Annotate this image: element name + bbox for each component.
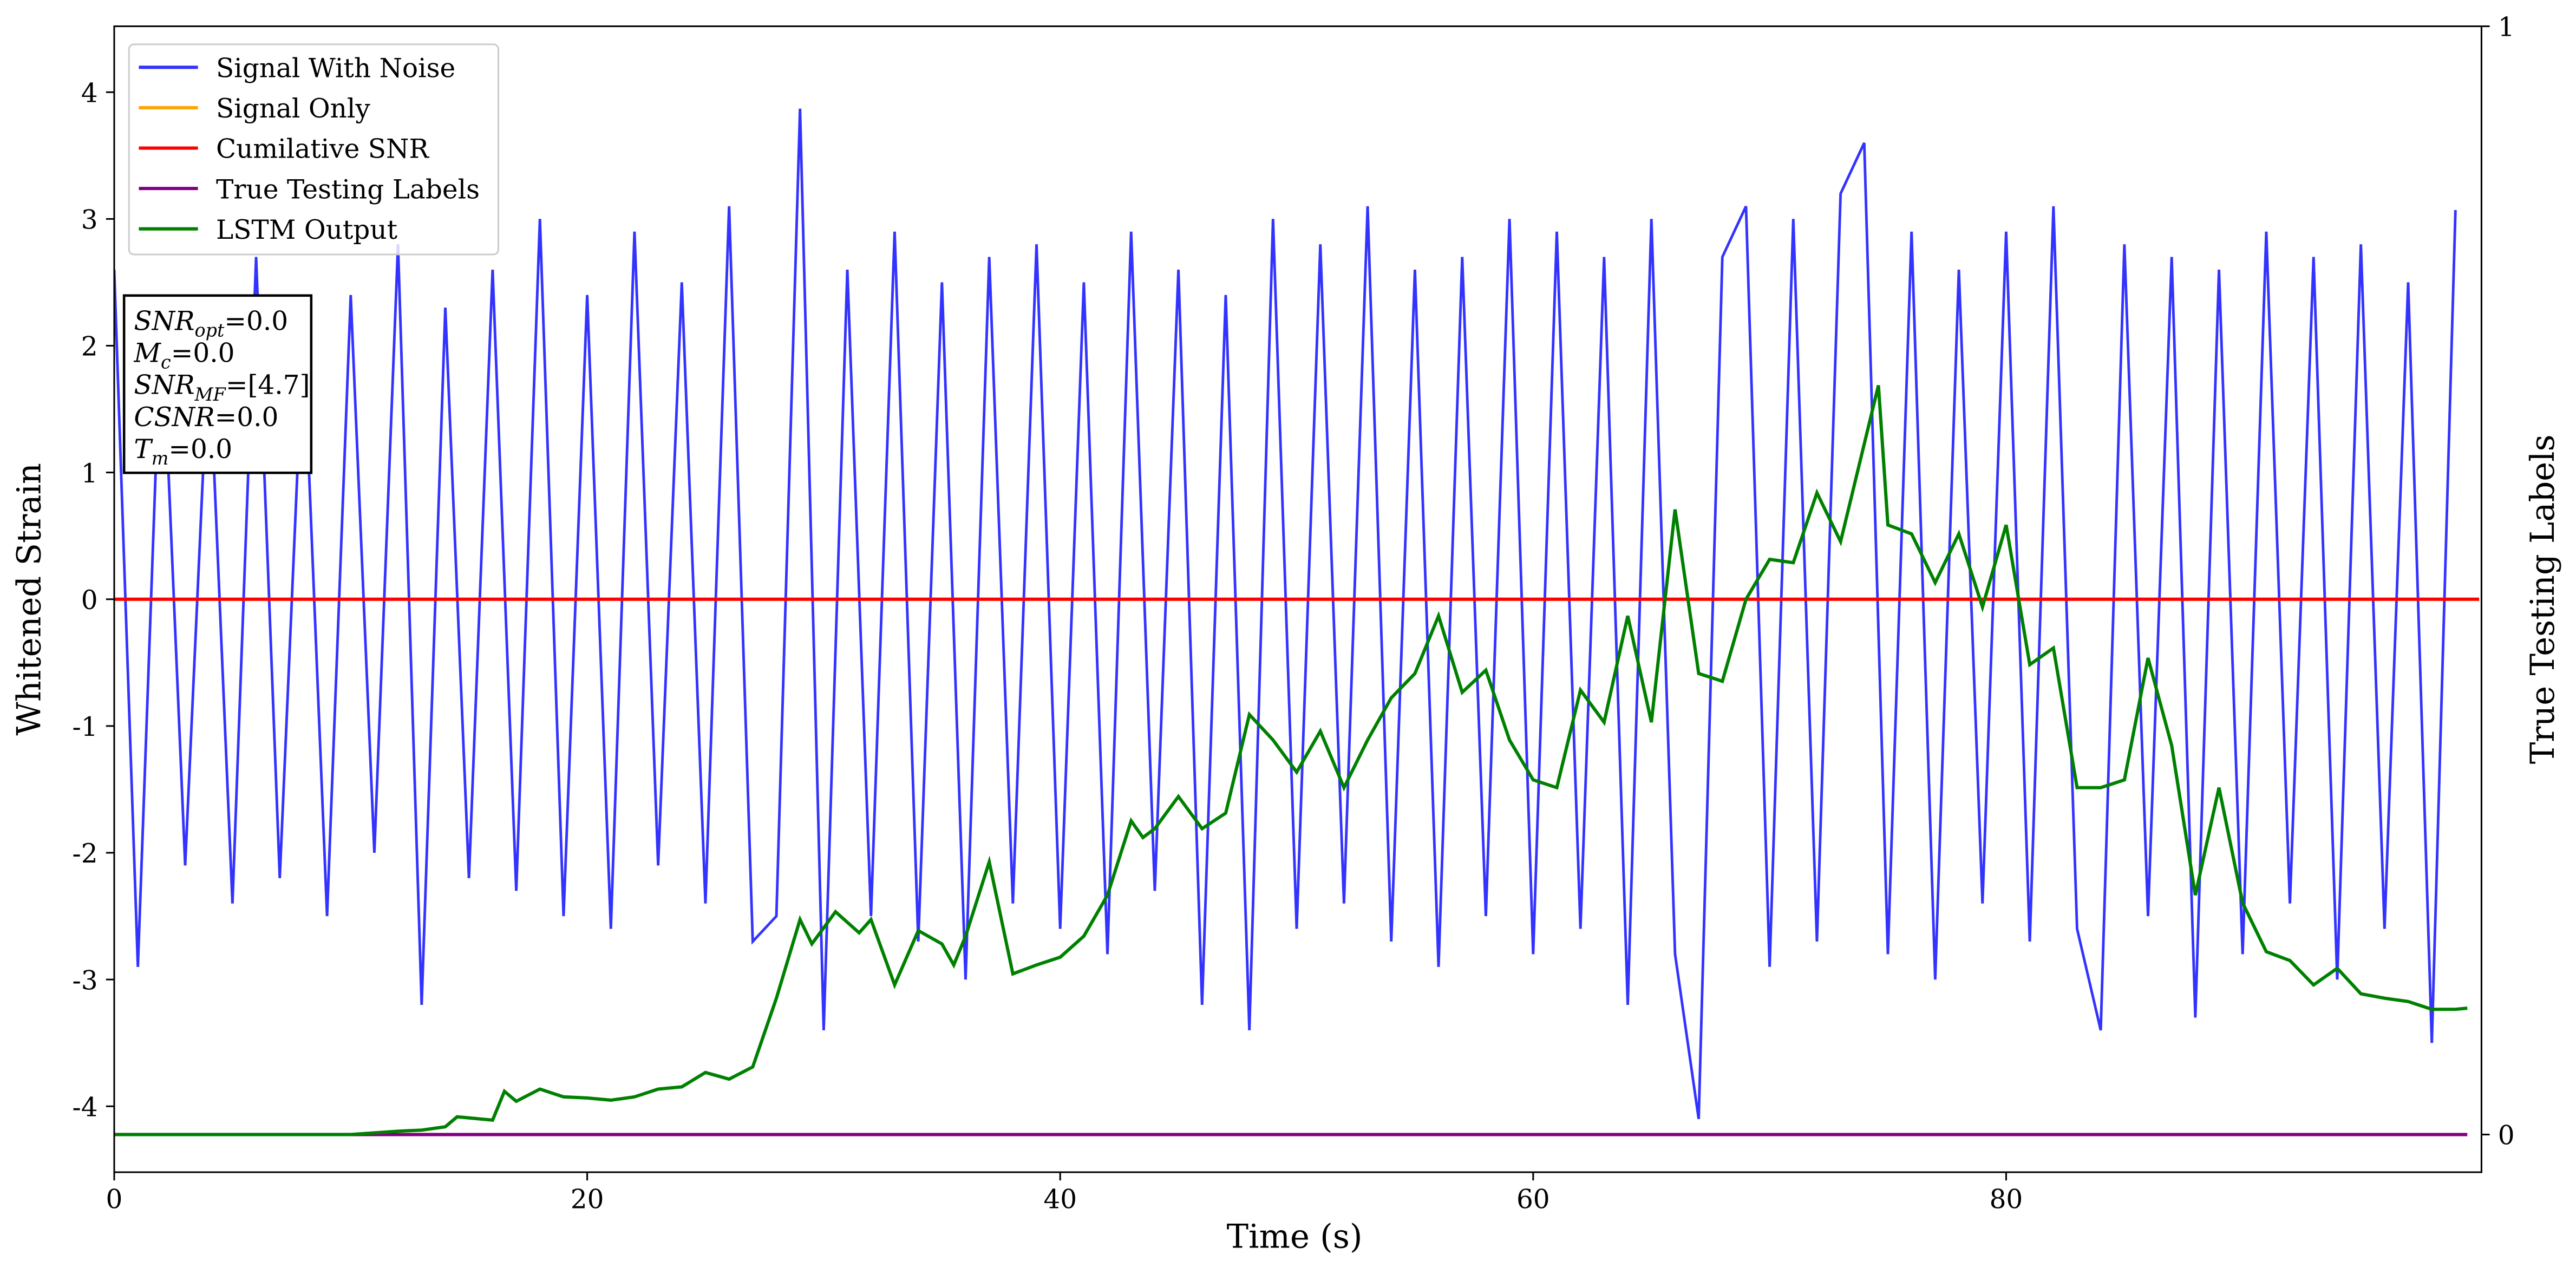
series-line (114, 385, 2468, 1136)
legend-label: True Testing Labels (216, 174, 480, 205)
x-tick-label: 0 (106, 1185, 123, 1215)
legend-label: Signal With Noise (216, 54, 455, 84)
info-line: SNRopt=0.0 (134, 306, 288, 341)
info-symbol: SNR (134, 306, 194, 336)
y-tick-label: 2 (81, 332, 98, 362)
legend-label: Signal Only (216, 94, 370, 124)
y-tick-label: 3 (81, 205, 98, 236)
info-symbol: M (133, 338, 161, 369)
info-value: =0.0 (215, 402, 279, 433)
info-line: Mc=0.0 (133, 338, 234, 373)
info-symbol: CSNR (134, 402, 214, 433)
info-line: Tm=0.0 (134, 434, 232, 469)
y2-axis-label: True Testing Labels (2524, 434, 2562, 764)
series-line (114, 108, 2457, 1120)
x-tick-label: 20 (571, 1185, 604, 1215)
info-subscript: m (152, 448, 169, 469)
y-axis-label: Whitened Strain (11, 463, 49, 735)
info-subscript: c (161, 352, 171, 373)
info-value: =0.0 (171, 338, 235, 369)
x-tick-label: 80 (1990, 1185, 2023, 1215)
y-tick-label: -1 (72, 712, 97, 742)
info-box (122, 294, 313, 474)
info-value: =[4.7] (226, 370, 310, 401)
legend-label: LSTM Output (216, 215, 398, 245)
y-tick-label: -4 (72, 1092, 97, 1122)
y-tick-label: -2 (72, 839, 97, 869)
info-symbol: T (134, 434, 153, 465)
info-subscript: MF (194, 384, 227, 405)
info-value: =0.0 (168, 434, 232, 465)
y-tick-label: -3 (72, 965, 97, 996)
x-axis-label: Time (s) (1227, 1218, 1363, 1256)
x-tick-label: 40 (1043, 1185, 1077, 1215)
info-line: SNRMF=[4.7] (134, 370, 310, 405)
x-tick-label: 60 (1516, 1185, 1550, 1215)
y2-tick-label: 1 (2498, 12, 2515, 43)
info-value: =0.0 (224, 306, 288, 336)
legend-box (128, 43, 500, 256)
y-tick-label: 4 (81, 78, 98, 108)
y2-tick-label: 0 (2498, 1121, 2515, 1151)
legend-label: Cumilative SNR (216, 134, 429, 165)
info-line: CSNR=0.0 (134, 402, 278, 433)
info-symbol: SNR (134, 370, 194, 401)
info-subscript: opt (195, 320, 225, 341)
y-tick-label: 0 (81, 585, 98, 616)
y-tick-label: 1 (81, 459, 98, 489)
